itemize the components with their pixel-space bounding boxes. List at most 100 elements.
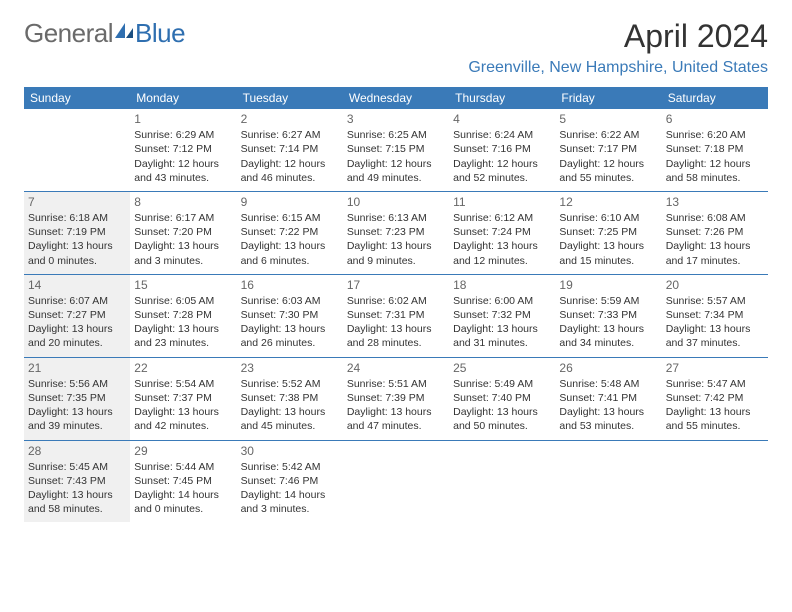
cell-line: and 43 minutes. (134, 171, 232, 185)
cell-line: Daylight: 13 hours (347, 322, 445, 336)
cell-line: and 3 minutes. (134, 254, 232, 268)
cell-line: Daylight: 14 hours (241, 488, 339, 502)
day-number: 8 (134, 194, 232, 210)
cell-line: Daylight: 14 hours (134, 488, 232, 502)
cell-line: and 3 minutes. (241, 502, 339, 516)
calendar-cell: 2Sunrise: 6:27 AMSunset: 7:14 PMDaylight… (237, 109, 343, 191)
day-number: 30 (241, 443, 339, 459)
day-header: Wednesday (343, 87, 449, 109)
cell-line: and 37 minutes. (666, 336, 764, 350)
day-number: 7 (28, 194, 126, 210)
cell-line: Sunrise: 5:45 AM (28, 460, 126, 474)
calendar-row: 21Sunrise: 5:56 AMSunset: 7:35 PMDayligh… (24, 358, 768, 441)
cell-line: Daylight: 13 hours (666, 239, 764, 253)
calendar-cell (449, 441, 555, 523)
header: General Blue April 2024 Greenville, New … (0, 0, 792, 81)
cell-line: Sunrise: 6:00 AM (453, 294, 551, 308)
cell-line: Daylight: 13 hours (559, 405, 657, 419)
day-number: 21 (28, 360, 126, 376)
cell-line: Daylight: 12 hours (666, 157, 764, 171)
day-number: 26 (559, 360, 657, 376)
cell-line: Daylight: 12 hours (453, 157, 551, 171)
calendar-cell: 27Sunrise: 5:47 AMSunset: 7:42 PMDayligh… (662, 358, 768, 440)
cell-line: Sunset: 7:25 PM (559, 225, 657, 239)
cell-line: and 55 minutes. (666, 419, 764, 433)
calendar-header-row: SundayMondayTuesdayWednesdayThursdayFrid… (24, 87, 768, 109)
cell-line: Sunset: 7:26 PM (666, 225, 764, 239)
cell-line: and 9 minutes. (347, 254, 445, 268)
cell-line: Sunrise: 5:44 AM (134, 460, 232, 474)
cell-line: Daylight: 13 hours (241, 405, 339, 419)
day-header: Thursday (449, 87, 555, 109)
cell-line: Sunset: 7:12 PM (134, 142, 232, 156)
cell-line: Daylight: 13 hours (559, 239, 657, 253)
cell-line: Sunset: 7:20 PM (134, 225, 232, 239)
cell-line: Daylight: 13 hours (134, 322, 232, 336)
cell-line: Sunset: 7:35 PM (28, 391, 126, 405)
cell-line: Daylight: 12 hours (241, 157, 339, 171)
cell-line: Sunrise: 6:17 AM (134, 211, 232, 225)
cell-line: Sunrise: 6:24 AM (453, 128, 551, 142)
calendar-cell: 1Sunrise: 6:29 AMSunset: 7:12 PMDaylight… (130, 109, 236, 191)
day-number: 15 (134, 277, 232, 293)
cell-line: Daylight: 13 hours (134, 405, 232, 419)
location: Greenville, New Hampshire, United States (468, 59, 768, 77)
cell-line: Sunrise: 6:03 AM (241, 294, 339, 308)
cell-line: Sunrise: 6:02 AM (347, 294, 445, 308)
cell-line: and 31 minutes. (453, 336, 551, 350)
calendar-cell: 13Sunrise: 6:08 AMSunset: 7:26 PMDayligh… (662, 192, 768, 274)
day-number: 19 (559, 277, 657, 293)
day-number: 27 (666, 360, 764, 376)
day-header: Saturday (662, 87, 768, 109)
calendar-cell: 18Sunrise: 6:00 AMSunset: 7:32 PMDayligh… (449, 275, 555, 357)
calendar-cell: 21Sunrise: 5:56 AMSunset: 7:35 PMDayligh… (24, 358, 130, 440)
cell-line: Sunset: 7:39 PM (347, 391, 445, 405)
calendar-cell: 15Sunrise: 6:05 AMSunset: 7:28 PMDayligh… (130, 275, 236, 357)
calendar-cell: 5Sunrise: 6:22 AMSunset: 7:17 PMDaylight… (555, 109, 661, 191)
cell-line: Sunset: 7:24 PM (453, 225, 551, 239)
day-number: 17 (347, 277, 445, 293)
cell-line: Daylight: 13 hours (559, 322, 657, 336)
cell-line: and 23 minutes. (134, 336, 232, 350)
cell-line: Sunset: 7:42 PM (666, 391, 764, 405)
day-number: 29 (134, 443, 232, 459)
cell-line: and 55 minutes. (559, 171, 657, 185)
cell-line: and 34 minutes. (559, 336, 657, 350)
day-header: Monday (130, 87, 236, 109)
cell-line: Sunrise: 5:56 AM (28, 377, 126, 391)
cell-line: Sunset: 7:15 PM (347, 142, 445, 156)
day-number: 14 (28, 277, 126, 293)
cell-line: Sunset: 7:28 PM (134, 308, 232, 322)
cell-line: Daylight: 13 hours (241, 239, 339, 253)
cell-line: and 39 minutes. (28, 419, 126, 433)
day-number: 18 (453, 277, 551, 293)
cell-line: Daylight: 13 hours (453, 239, 551, 253)
cell-line: Sunset: 7:16 PM (453, 142, 551, 156)
calendar-row: 14Sunrise: 6:07 AMSunset: 7:27 PMDayligh… (24, 275, 768, 358)
cell-line: Sunset: 7:31 PM (347, 308, 445, 322)
cell-line: Sunrise: 6:20 AM (666, 128, 764, 142)
calendar: SundayMondayTuesdayWednesdayThursdayFrid… (0, 81, 792, 522)
cell-line: Daylight: 13 hours (453, 322, 551, 336)
cell-line: Sunrise: 6:22 AM (559, 128, 657, 142)
day-number: 10 (347, 194, 445, 210)
cell-line: Sunset: 7:14 PM (241, 142, 339, 156)
cell-line: and 26 minutes. (241, 336, 339, 350)
brand-part1: General (24, 18, 113, 49)
cell-line: Sunset: 7:32 PM (453, 308, 551, 322)
day-number: 6 (666, 111, 764, 127)
brand-sail-icon (113, 20, 135, 47)
calendar-cell: 23Sunrise: 5:52 AMSunset: 7:38 PMDayligh… (237, 358, 343, 440)
calendar-cell (24, 109, 130, 191)
day-number: 1 (134, 111, 232, 127)
month-title: April 2024 (468, 18, 768, 55)
cell-line: Sunrise: 5:52 AM (241, 377, 339, 391)
cell-line: Sunset: 7:43 PM (28, 474, 126, 488)
cell-line: Daylight: 12 hours (559, 157, 657, 171)
calendar-cell: 14Sunrise: 6:07 AMSunset: 7:27 PMDayligh… (24, 275, 130, 357)
cell-line: and 58 minutes. (666, 171, 764, 185)
cell-line: and 52 minutes. (453, 171, 551, 185)
calendar-cell: 30Sunrise: 5:42 AMSunset: 7:46 PMDayligh… (237, 441, 343, 523)
cell-line: Daylight: 13 hours (347, 405, 445, 419)
cell-line: Daylight: 13 hours (28, 405, 126, 419)
